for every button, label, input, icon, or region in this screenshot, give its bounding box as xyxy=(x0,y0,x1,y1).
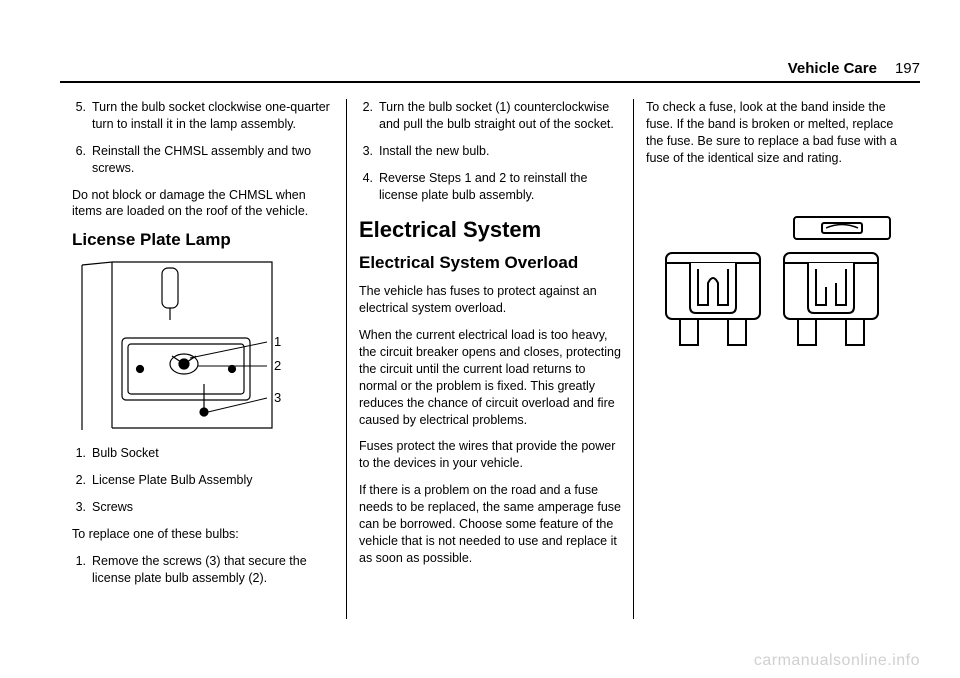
list-text: Turn the bulb socket (1) counterclockwis… xyxy=(379,99,621,133)
callout-1: 1 xyxy=(274,334,281,349)
list-item: 2. Turn the bulb socket (1) counterclock… xyxy=(359,99,621,133)
watermark: carmanualsonline.info xyxy=(754,652,920,670)
list-number: 3. xyxy=(72,499,92,516)
list-item: 3. Screws xyxy=(72,499,334,516)
list-text: Reverse Steps 1 and 2 to reinstall the l… xyxy=(379,170,621,204)
list-item: 3. Install the new bulb. xyxy=(359,143,621,160)
column-3: To check a fuse, look at the band inside… xyxy=(633,99,920,619)
list-text: Screws xyxy=(92,499,334,516)
list-item: 1. Remove the screws (3) that secure the… xyxy=(72,553,334,587)
paragraph: To check a fuse, look at the band inside… xyxy=(646,99,908,167)
heading-electrical-system-overload: Electrical System Overload xyxy=(359,253,621,273)
page: Vehicle Care 197 5. Turn the bulb socket… xyxy=(0,0,960,678)
column-2: 2. Turn the bulb socket (1) counterclock… xyxy=(346,99,633,619)
figure-fuses xyxy=(646,213,908,353)
section-name: Vehicle Care xyxy=(788,60,877,77)
callout-2: 2 xyxy=(274,358,281,373)
list-number: 3. xyxy=(359,143,379,160)
paragraph: To replace one of these bulbs: xyxy=(72,526,334,543)
column-1: 5. Turn the bulb socket clockwise one-qu… xyxy=(60,99,346,619)
list-text: Install the new bulb. xyxy=(379,143,621,160)
paragraph: When the current electrical load is too … xyxy=(359,327,621,428)
list-number: 6. xyxy=(72,143,92,177)
list-text: Turn the bulb socket clockwise one-quart… xyxy=(92,99,334,133)
paragraph: Do not block or damage the CHMSL when it… xyxy=(72,187,334,221)
list-item: 5. Turn the bulb socket clockwise one-qu… xyxy=(72,99,334,133)
page-header: Vehicle Care 197 xyxy=(60,60,920,83)
list-number: 1. xyxy=(72,445,92,462)
list-number: 5. xyxy=(72,99,92,133)
list-number: 2. xyxy=(359,99,379,133)
callout-3: 3 xyxy=(274,390,281,405)
list-item: 2. License Plate Bulb Assembly xyxy=(72,472,334,489)
list-number: 1. xyxy=(72,553,92,587)
heading-electrical-system: Electrical System xyxy=(359,217,621,243)
columns: 5. Turn the bulb socket clockwise one-qu… xyxy=(60,99,920,619)
page-number: 197 xyxy=(895,60,920,77)
list-item: 6. Reinstall the CHMSL assembly and two … xyxy=(72,143,334,177)
list-item: 1. Bulb Socket xyxy=(72,445,334,462)
figure-legend: 1. Bulb Socket 2. License Plate Bulb Ass… xyxy=(72,445,334,516)
list-text: Remove the screws (3) that secure the li… xyxy=(92,553,334,587)
spacer xyxy=(646,177,908,207)
heading-license-plate-lamp: License Plate Lamp xyxy=(72,230,334,250)
paragraph: If there is a problem on the road and a … xyxy=(359,482,621,566)
list-text: Bulb Socket xyxy=(92,445,334,462)
list-number: 2. xyxy=(72,472,92,489)
list-text: License Plate Bulb Assembly xyxy=(92,472,334,489)
list-item: 4. Reverse Steps 1 and 2 to reinstall th… xyxy=(359,170,621,204)
paragraph: Fuses protect the wires that provide the… xyxy=(359,438,621,472)
list-number: 4. xyxy=(359,170,379,204)
figure-license-plate-lamp: 1 2 3 xyxy=(72,260,334,435)
list-text: Reinstall the CHMSL assembly and two scr… xyxy=(92,143,334,177)
paragraph: The vehicle has fuses to protect against… xyxy=(359,283,621,317)
